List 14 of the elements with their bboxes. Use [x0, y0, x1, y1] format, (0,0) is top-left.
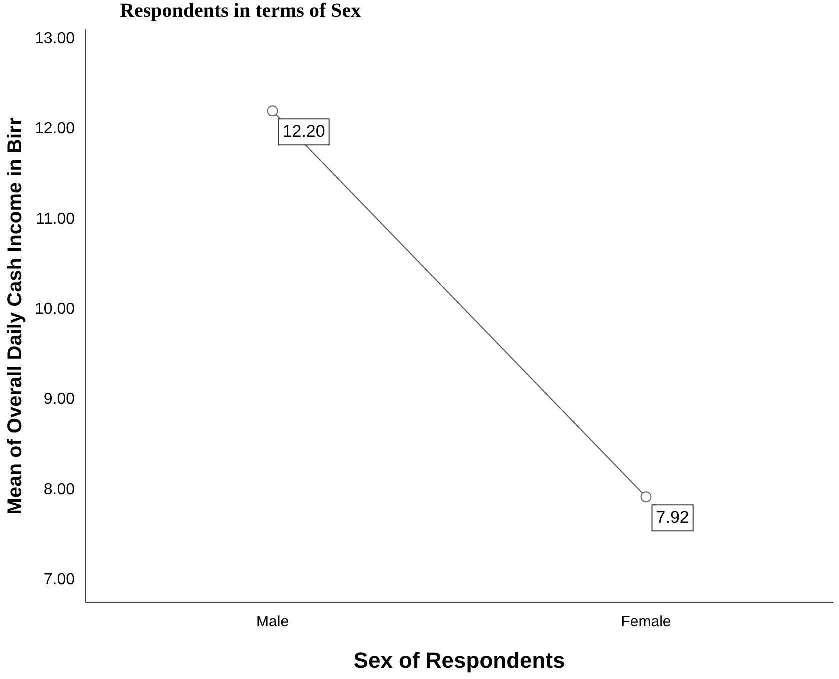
y-axis-title: Mean of Overall Daily Cash Income in Birr: [4, 118, 27, 515]
y-tick-label: 8.00: [44, 481, 76, 498]
data-label: 7.92: [656, 508, 690, 527]
x-axis-title: Sex of Respondents: [354, 648, 566, 673]
y-tick-label: 10.00: [34, 300, 76, 318]
chart-title: Respondents in terms of Sex: [120, 0, 362, 23]
y-tick-label: 13.00: [34, 30, 76, 48]
y-tick-label: 7.00: [44, 571, 76, 588]
y-tick-label: 9.00: [44, 391, 76, 408]
y-tick-label: 11.00: [36, 210, 76, 228]
data-label: 12.20: [282, 122, 326, 141]
y-tick-label: 12.00: [34, 120, 76, 138]
x-tick-label: Male: [256, 614, 290, 631]
x-tick-label: Female: [621, 614, 672, 631]
